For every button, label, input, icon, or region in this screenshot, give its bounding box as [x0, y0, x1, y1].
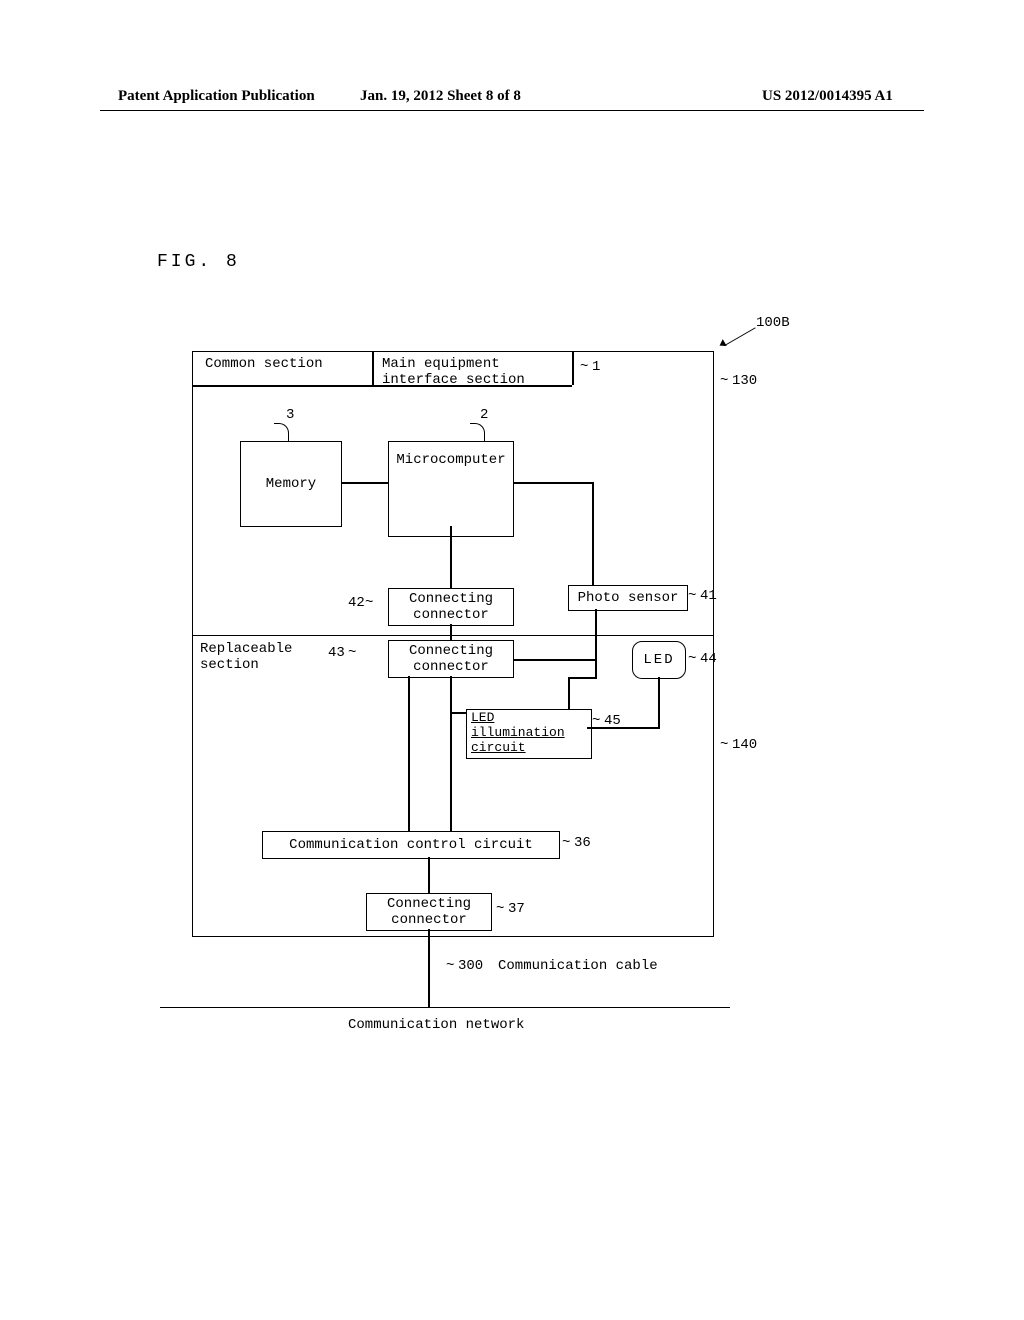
connector-42-ref: 42 — [348, 595, 365, 611]
comm-control-label: Communication control circuit — [289, 837, 533, 853]
led-illum-label: LED illumination circuit — [471, 710, 565, 755]
line-mem-mcu — [341, 482, 388, 484]
network-rule — [160, 1007, 730, 1008]
replaceable-section-box — [192, 635, 714, 937]
diagram: 100B Common section Main equipment inter… — [160, 315, 780, 1045]
cable-tilde: ~ — [446, 958, 454, 974]
line-led-illum-left — [568, 677, 570, 709]
line-illum-led-v — [658, 677, 660, 729]
line-right-to-led — [595, 659, 597, 667]
connector-37-label: Connecting connector — [387, 896, 471, 928]
connector-43-ref: 43 — [328, 645, 345, 661]
memory-ref: 3 — [286, 407, 294, 423]
photo-sensor-box: Photo sensor — [568, 585, 688, 611]
microcomputer-box: Microcomputer — [388, 441, 514, 537]
curve-2 — [470, 423, 485, 442]
divider-1 — [372, 351, 374, 385]
line-illum-led-h — [587, 727, 659, 729]
cable-line — [428, 929, 430, 1007]
header-center: Jan. 19, 2012 Sheet 8 of 8 — [360, 88, 521, 105]
line-led-illum-h — [568, 677, 597, 679]
led-box: LED — [632, 641, 686, 679]
line-mcu-right-down — [592, 482, 594, 585]
replaceable-label: Replaceable section — [200, 641, 292, 673]
header-right: US 2012/0014395 A1 — [762, 88, 893, 105]
line-43-right-up — [595, 609, 597, 659]
line-43-right — [513, 659, 596, 661]
led-tilde: ~ — [688, 651, 696, 667]
ref-140: 140 — [732, 737, 757, 753]
line-43-left-down — [408, 676, 410, 831]
line-ccc-37 — [428, 857, 430, 893]
memory-box: Memory — [240, 441, 342, 527]
header-left: Patent Application Publication — [118, 88, 315, 105]
line-led-illum-up — [595, 667, 597, 679]
led-ref: 44 — [700, 651, 717, 667]
connector-42-tilde: ~ — [365, 595, 373, 611]
connector-42-box: Connecting connector — [388, 588, 514, 626]
line-illum-down — [450, 712, 452, 831]
photo-sensor-tilde: ~ — [688, 588, 696, 604]
connector-43-box: Connecting connector — [388, 640, 514, 678]
comm-control-box: Communication control circuit — [262, 831, 560, 859]
figure-label: FIG. 8 — [157, 252, 240, 272]
header-rule — [100, 110, 924, 111]
divider-2 — [572, 351, 574, 385]
comm-control-ref: 36 — [574, 835, 591, 851]
ref-140-tilde: ~ — [720, 737, 728, 753]
network-label: Communication network — [348, 1017, 524, 1033]
connector-43-tilde: ~ — [348, 645, 356, 661]
connector-43-label: Connecting connector — [409, 643, 493, 675]
line-mcu-right — [513, 482, 593, 484]
main-equipment-ref: 1 — [592, 359, 600, 375]
connector-37-tilde: ~ — [496, 901, 504, 917]
comm-control-tilde: ~ — [562, 835, 570, 851]
system-ref: 100B — [756, 315, 790, 331]
led-illum-box: LED illumination circuit — [466, 709, 592, 759]
microcomputer-ref: 2 — [480, 407, 488, 423]
memory-label: Memory — [266, 476, 316, 492]
connector-42-label: Connecting connector — [409, 591, 493, 623]
line-43-center-down — [450, 676, 452, 712]
main-equipment-ref-tilde: ~ — [580, 359, 588, 375]
line-mcu-down — [450, 526, 452, 588]
connector-37-box: Connecting connector — [366, 893, 492, 931]
cable-ref: 300 — [458, 958, 483, 974]
common-section-label: Common section — [205, 356, 323, 372]
ref-130-tilde: ~ — [720, 373, 728, 389]
line-42-43 — [450, 624, 452, 640]
leader-100b — [714, 310, 756, 346]
led-label: LED — [643, 652, 674, 668]
curve-3 — [274, 423, 289, 442]
photo-sensor-label: Photo sensor — [578, 590, 679, 606]
main-equipment-label: Main equipment interface section — [382, 356, 525, 388]
photo-sensor-ref: 41 — [700, 588, 717, 604]
ref-130: 130 — [732, 373, 757, 389]
connector-37-ref: 37 — [508, 901, 525, 917]
cable-label: Communication cable — [498, 958, 658, 974]
microcomputer-label: Microcomputer — [396, 452, 505, 468]
line-illum-left — [450, 712, 466, 714]
